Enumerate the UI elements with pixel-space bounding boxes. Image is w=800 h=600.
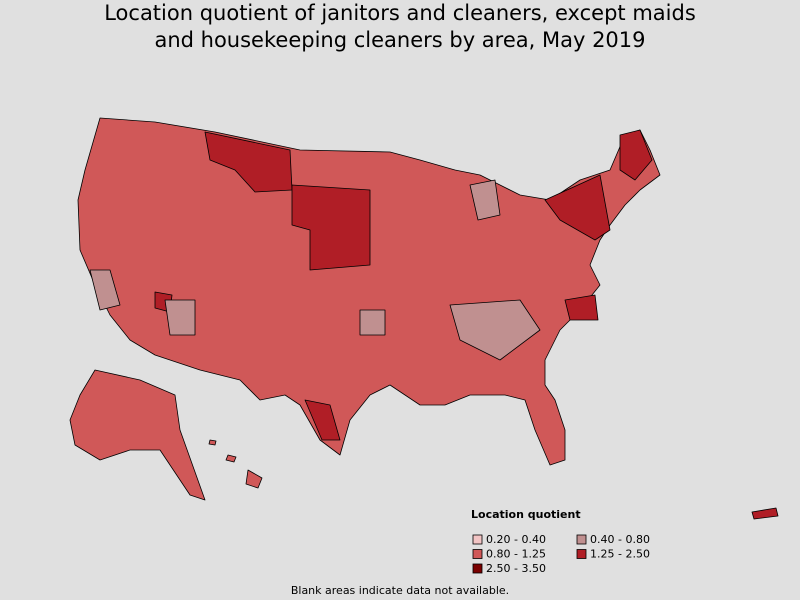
region-high (204, 131, 293, 193)
region-high (291, 184, 371, 271)
region-high (304, 399, 341, 441)
region-high (544, 174, 611, 241)
region-low (164, 299, 196, 336)
title-line: Location quotient of janitors and cleane… (104, 1, 696, 25)
legend-label: 2.50 - 3.50 (486, 562, 546, 575)
legend-title: Location quotient (471, 508, 581, 521)
lower-48 (77, 117, 661, 466)
footnote: Blank areas indicate data not available. (291, 584, 509, 597)
hawaii (208, 439, 217, 446)
legend-swatch (472, 563, 483, 574)
legend-swatch (472, 534, 483, 545)
region-low (449, 299, 541, 361)
region-high (564, 294, 599, 321)
region-low (89, 269, 121, 311)
map (69, 117, 779, 520)
legend-swatch (472, 549, 483, 559)
hawaii (245, 469, 263, 489)
puerto-rico (751, 507, 779, 520)
legend-swatch (576, 534, 587, 545)
title-line: and housekeeping cleaners by area, May 2… (154, 28, 645, 52)
legend-label: 0.80 - 1.25 (486, 548, 546, 561)
alaska (69, 369, 206, 501)
legend-label: 0.20 - 0.40 (486, 533, 546, 546)
region-high (619, 129, 653, 181)
legend-label: 0.40 - 0.80 (590, 533, 650, 546)
legend-swatch (576, 549, 587, 559)
legend-label: 1.25 - 2.50 (590, 548, 650, 561)
region-low (359, 309, 386, 336)
legend: 0.20 - 0.40 0.40 - 0.80 0.80 - 1.25 1.25 - … (472, 533, 650, 575)
hawaii (225, 454, 237, 463)
region-low (469, 179, 501, 221)
